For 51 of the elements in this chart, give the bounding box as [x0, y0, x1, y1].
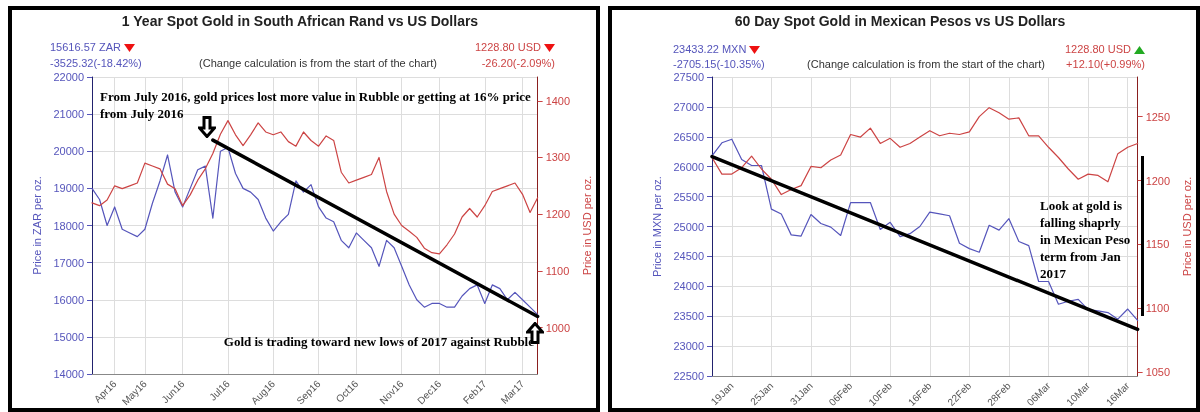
annotation: Look at gold is falling shaprly in Mexican Peso term from Jan 2017: [1040, 197, 1132, 282]
line-series: [91, 120, 539, 255]
text: 15616.57 ZAR: [50, 40, 122, 55]
y-tick-label: 25500: [673, 190, 704, 203]
y2-tick-label: 1000: [545, 321, 571, 334]
y-tick-label: 22500: [673, 370, 704, 382]
annotation: From July 2016, gold prices lost more value in Rubble or getting at 16% price from July 2016: [100, 88, 532, 122]
y-axis-title: Price in MXN per oz.: [651, 176, 664, 277]
text: -26.20(-2.09%): [481, 56, 555, 71]
y-tick-label: 17000: [53, 256, 84, 269]
y-tick-label: 20000: [53, 145, 84, 158]
line-series: [711, 107, 1139, 196]
text: -3525.32(-18.42%): [50, 56, 142, 71]
y-tick-label: 22000: [53, 71, 84, 83]
y-tick-label: 16000: [53, 293, 84, 306]
y2-tick-label: 1100: [545, 264, 570, 277]
y2-axis-title: Price in USD per oz.: [1180, 176, 1193, 277]
y-tick-label: 23000: [673, 340, 704, 353]
text: -2705.15(-10.35%): [673, 57, 765, 72]
y2-tick-label: 1200: [545, 208, 571, 221]
y-tick-label: 23500: [673, 310, 704, 323]
y-tick-label: 26000: [673, 160, 704, 173]
chart-title: 60 Day Spot Gold in Mexican Pesos vs US Dollars: [734, 13, 1066, 29]
y-tick-label: 27500: [673, 71, 704, 83]
y-tick-label: 15000: [53, 330, 84, 343]
y-tick-label: 18000: [53, 219, 84, 232]
text: 23433.22 MXN: [673, 42, 748, 57]
y2-tick-label: 1200: [1145, 174, 1171, 187]
y2-tick-label: 1150: [1145, 238, 1170, 251]
annotation: Gold is trading toward new lows of 2017 against Rubble: [223, 333, 534, 350]
y-tick-label: 25000: [673, 220, 704, 233]
y-tick-label: 19000: [53, 182, 84, 195]
y2-tick-label: 1250: [1145, 110, 1171, 123]
text: 1228.80 USD: [1064, 42, 1132, 57]
text: (Change calculation is from the start of the chart): [199, 56, 437, 71]
chart-title: 1 Year Spot Gold in South African Rand vs US Dollars: [121, 13, 479, 29]
y-tick-label: 14000: [53, 368, 84, 380]
y-tick-label: 24000: [673, 280, 704, 293]
y-tick-label: 26500: [673, 130, 704, 143]
y2-tick-label: 1050: [1145, 366, 1171, 379]
y-tick-label: 24500: [673, 250, 704, 263]
y-tick-label: 21000: [53, 108, 84, 121]
y2-tick-label: 1300: [545, 151, 571, 164]
text: 1228.80 USD: [474, 40, 542, 55]
text: (Change calculation is from the start of the chart): [807, 57, 1045, 72]
y-axis-title: Price in ZAR per oz.: [31, 176, 44, 275]
y2-axis-title: Price in USD per oz.: [580, 175, 593, 276]
text: +12.10(+0.99%): [1066, 57, 1145, 72]
y2-tick-label: 1400: [545, 94, 571, 107]
y-tick-label: 27000: [673, 100, 704, 113]
y2-tick-label: 1100: [1145, 302, 1170, 315]
